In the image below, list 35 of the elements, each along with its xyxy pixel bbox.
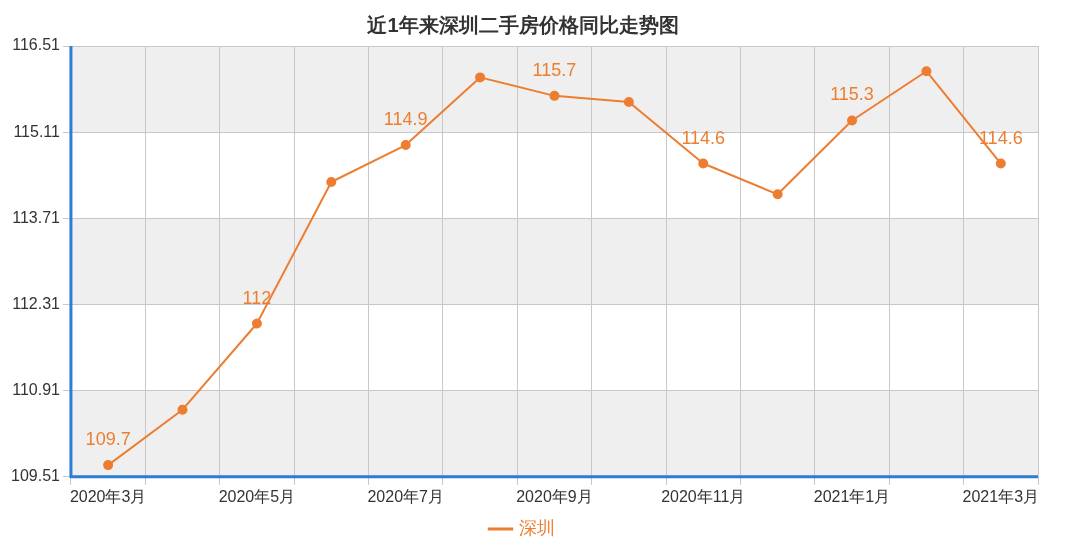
point [326, 177, 337, 188]
y-tick-label: 109.51 [11, 467, 61, 485]
chart-title: 近1年来深圳二手房价格同比走势图 [366, 13, 679, 36]
point [995, 158, 1006, 169]
y-tick-label: 112.31 [12, 294, 61, 312]
y-tick-label: 110.91 [12, 381, 61, 399]
x-tick-label: 2020年3月 [69, 487, 147, 505]
point [103, 460, 114, 471]
data-label: 114.9 [383, 109, 428, 130]
point [921, 66, 932, 77]
point [475, 72, 486, 83]
data-label: 115.7 [532, 59, 577, 80]
point [177, 404, 188, 415]
point [400, 140, 411, 151]
legend-label: 深圳 [518, 517, 555, 538]
point [698, 158, 709, 169]
point [251, 318, 262, 329]
point [772, 189, 783, 200]
y-tick-label: 113.71 [12, 208, 61, 226]
y-tick-label: 115.11 [13, 122, 61, 140]
x-tick-label: 2021年3月 [962, 487, 1040, 505]
x-tick-label: 2020年7月 [367, 487, 444, 505]
data-label: 114.6 [978, 127, 1023, 148]
x-tick-label: 2020年5月 [218, 487, 296, 505]
y-tick-label: 116.51 [12, 36, 61, 54]
x-tick-label: 2020年9月 [516, 487, 593, 505]
point [847, 115, 858, 126]
data-label: 112 [242, 287, 272, 308]
x-tick-label: 2020年11月 [661, 487, 746, 505]
data-label: 114.6 [681, 127, 726, 148]
x-tick-label: 2021年1月 [813, 487, 891, 505]
point [549, 90, 560, 101]
data-label: 115.3 [830, 84, 874, 105]
point [623, 97, 634, 107]
data-label: 109.7 [85, 429, 131, 450]
